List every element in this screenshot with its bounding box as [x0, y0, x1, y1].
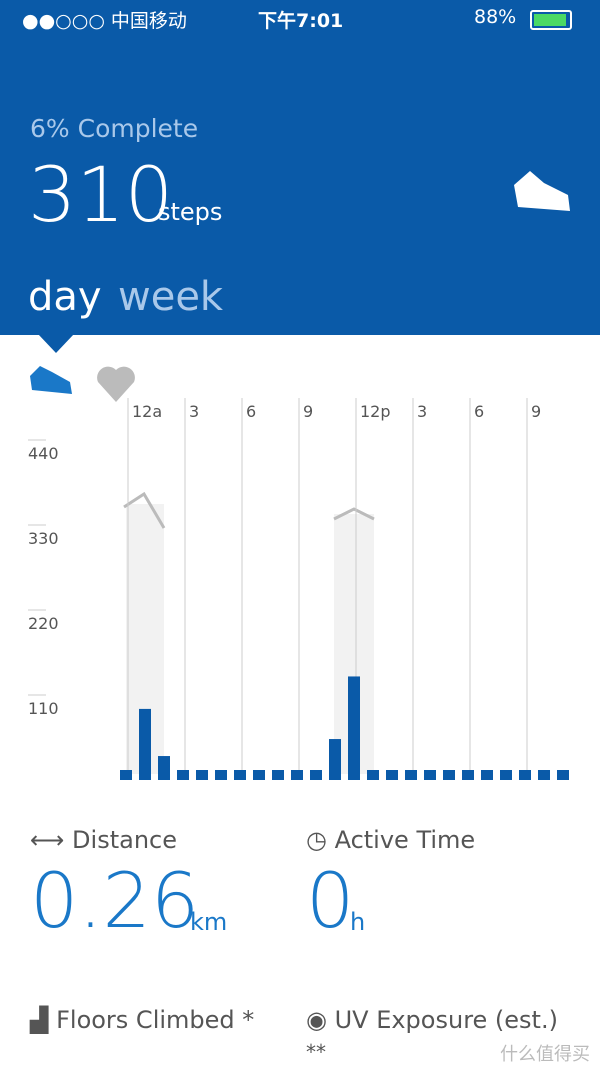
bar [443, 770, 455, 780]
active-unit: h [350, 908, 366, 936]
bar [139, 708, 151, 780]
x-tick-label: 3 [189, 402, 199, 421]
steps-unit: steps [158, 198, 223, 226]
bar [500, 770, 512, 780]
progress: 6% Complete [30, 114, 199, 143]
bar [215, 770, 227, 780]
bar [291, 770, 303, 780]
bar [405, 770, 417, 780]
distance-unit: km [190, 908, 228, 936]
distance-value: 0.26 [30, 856, 200, 945]
bar [158, 756, 170, 780]
distance-text: Distance [72, 826, 177, 854]
bar [253, 770, 265, 780]
bar [348, 676, 360, 780]
steps-count: 310 [28, 150, 174, 239]
distance-label: ⟷ Distance [30, 826, 177, 854]
bar [272, 770, 284, 780]
shoe-icon [514, 171, 570, 211]
x-tick-label: 6 [246, 402, 256, 421]
bar [120, 770, 132, 780]
watermark: 什么值得买 [500, 1044, 590, 1065]
header: ●●○○○ 中国移动 下午7:01 88% 6% Complete 310 st… [0, 0, 600, 335]
x-tick-label: 9 [303, 402, 313, 421]
active-text: Active Time [334, 826, 476, 854]
floors-text: Floors Climbed * [56, 1006, 255, 1034]
x-tick-label: 9 [531, 402, 541, 421]
heart-tab-icon[interactable] [97, 366, 135, 402]
x-tick-label: 3 [417, 402, 427, 421]
bar [234, 770, 246, 780]
y-tick-label: 220 [28, 614, 59, 633]
bar [386, 770, 398, 780]
active-label: ◷ Active Time [306, 826, 476, 854]
bar [310, 770, 322, 780]
bar [519, 770, 531, 780]
carrier: ●●○○○ 中国移动 [22, 10, 187, 32]
floors-label: ▟ Floors Climbed * [30, 1006, 255, 1034]
battery: 88% [474, 6, 517, 28]
active-value: 0 [306, 856, 355, 945]
y-tick-label: 110 [28, 699, 59, 718]
tab-day[interactable]: day [28, 274, 102, 320]
bar [462, 770, 474, 780]
bar [367, 770, 379, 780]
bar [481, 770, 493, 780]
uv-text: UV Exposure (est.) [334, 1006, 558, 1034]
bar [177, 770, 189, 780]
x-tick-label: 12a [132, 402, 162, 421]
time: 下午7:01 [258, 10, 344, 32]
x-tick-label: 6 [474, 402, 484, 421]
chart: 110 220 330 440 12a 3 6 9 12p 3 6 9 [28, 334, 569, 780]
y-tick-label: 440 [28, 444, 59, 463]
uv-label: ◉ UV Exposure (est.) [306, 1006, 558, 1034]
bar [424, 770, 436, 780]
y-tick-label: 330 [28, 529, 59, 548]
x-tick-label: 12p [360, 402, 391, 421]
bar [557, 770, 569, 780]
battery-icon [530, 10, 572, 30]
bar [329, 739, 341, 780]
tab-week[interactable]: week [118, 274, 224, 320]
uv-value: ** [306, 1040, 326, 1064]
steps-tab-icon[interactable] [30, 366, 72, 394]
bar [538, 770, 550, 780]
bar [196, 770, 208, 780]
